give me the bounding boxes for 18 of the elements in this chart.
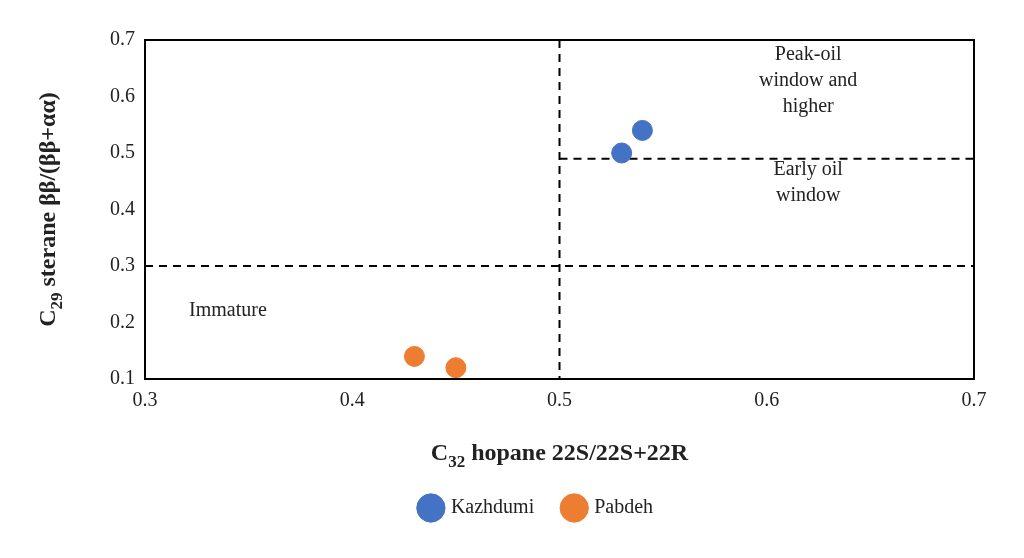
annotation: Early oil window [773,156,844,205]
y-tick-label: 0.3 [110,253,135,276]
y-tick-label: 0.2 [110,309,135,332]
legend-label: Pabdeh [594,495,654,518]
legend-label: Kazhdumi [450,495,535,518]
x-tick-label: 0.7 [961,388,987,411]
y-axis-title: C29 sterane ββ/(ββ+αα) [34,92,67,327]
annotation: Peak-oil window and higher [759,41,858,117]
y-tick-label: 0.4 [110,196,135,219]
y-tick-label: 0.1 [110,366,135,389]
x-tick-label: 0.4 [339,388,365,411]
y-tick-label: 0.6 [110,83,135,106]
x-tick-label: 0.5 [547,388,572,411]
y-tick-label: 0.5 [110,140,135,163]
y-tick-label: 0.7 [110,27,135,50]
x-tick-label: 0.6 [754,388,780,411]
x-tick-label: 0.3 [132,388,158,411]
annotation: Immature [189,298,267,321]
